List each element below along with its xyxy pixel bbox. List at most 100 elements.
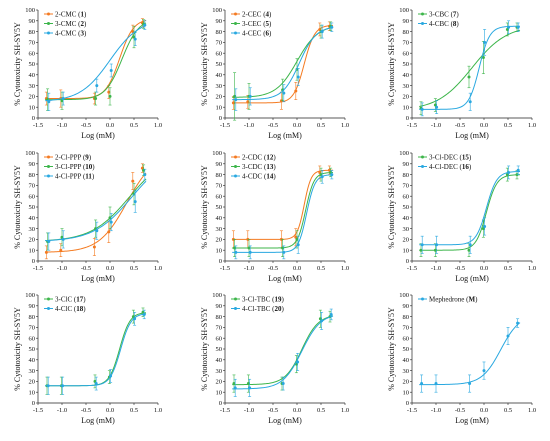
y-tick-label: 50 bbox=[403, 204, 410, 211]
data-point-13 bbox=[295, 237, 299, 241]
data-point-16 bbox=[420, 243, 424, 247]
data-point-13 bbox=[281, 246, 285, 250]
x-tick-label: -0.5 bbox=[81, 122, 91, 129]
y-tick-label: 30 bbox=[216, 226, 223, 233]
legend-marker bbox=[47, 22, 50, 25]
x-tick-label: 1.0 bbox=[341, 122, 349, 129]
y-tick-label: 40 bbox=[403, 215, 410, 222]
y-tick-label: 30 bbox=[216, 83, 223, 90]
x-tick-label: -0.5 bbox=[268, 407, 278, 414]
y-tick-label: 20 bbox=[29, 379, 36, 386]
data-point-4 bbox=[231, 101, 235, 105]
chart-panel-5: 0 10 20 30 40 50 60 70 80 90 100 -1.5 -1.0 -0.5 0.0 0.5… bbox=[200, 150, 349, 283]
data-point-M bbox=[506, 334, 510, 338]
data-point-16 bbox=[468, 243, 472, 247]
y-tick-label: 80 bbox=[29, 172, 36, 179]
y-tick-label: 70 bbox=[29, 40, 36, 47]
data-point-11 bbox=[61, 237, 65, 241]
y-tick-label: 40 bbox=[403, 357, 410, 364]
data-point-18 bbox=[61, 384, 65, 388]
legend-marker bbox=[234, 22, 237, 25]
data-point-18 bbox=[133, 317, 137, 321]
y-tick-label: 10 bbox=[29, 247, 36, 254]
y-tick-label: 10 bbox=[29, 389, 36, 396]
y-tick-label: 60 bbox=[403, 335, 410, 342]
x-tick-label: -0.5 bbox=[81, 265, 91, 272]
legend-entry: 4-CBC (8) bbox=[429, 20, 459, 28]
x-tick-label: -1.5 bbox=[33, 407, 43, 414]
y-tick-label: 60 bbox=[29, 335, 36, 342]
y-tick-label: 100 bbox=[399, 150, 409, 157]
legend-entry: 3-ClC (17) bbox=[55, 295, 86, 303]
x-tick-label: -1.5 bbox=[220, 407, 230, 414]
x-tick-label: 0.5 bbox=[504, 407, 512, 414]
y-tick-label: 100 bbox=[212, 7, 222, 14]
y-tick-label: 30 bbox=[403, 226, 410, 233]
data-point-11 bbox=[47, 240, 51, 244]
data-point-6 bbox=[296, 75, 300, 79]
y-axis-title: % Cytotoxicity SH-SY5Y bbox=[387, 22, 396, 106]
data-point-3 bbox=[109, 68, 113, 72]
legend-marker bbox=[47, 297, 50, 301]
chart-panel-9: 0 10 20 30 40 50 60 70 80 90 100 -1.5 -1.0 -0.5 0.0 0.5… bbox=[387, 292, 536, 425]
data-point-6 bbox=[282, 91, 286, 95]
data-point-11 bbox=[109, 220, 113, 224]
y-tick-label: 100 bbox=[25, 7, 35, 14]
x-tick-label: 1.0 bbox=[154, 122, 162, 129]
data-point-14 bbox=[320, 175, 324, 179]
data-point-16 bbox=[435, 243, 439, 247]
chart-panel-8: 0 10 20 30 40 50 60 70 80 90 100 -1.5 -1.0 -0.5 0.0 0.5… bbox=[200, 292, 349, 425]
fit-curve-8 bbox=[419, 25, 521, 110]
x-axis-title: Log (mM) bbox=[81, 416, 115, 425]
x-tick-label: 0.0 bbox=[106, 407, 114, 414]
data-point-M bbox=[468, 382, 472, 386]
legend-entry: 2-CEC (4) bbox=[242, 10, 272, 18]
y-tick-label: 60 bbox=[403, 193, 410, 200]
y-tick-label: 70 bbox=[403, 183, 410, 190]
y-tick-label: 100 bbox=[25, 150, 35, 157]
data-point-14 bbox=[234, 250, 238, 254]
legend-entry: 2-CMC (1) bbox=[55, 10, 87, 18]
y-tick-label: 50 bbox=[216, 61, 223, 68]
y-tick-label: 100 bbox=[25, 292, 35, 299]
legend-marker bbox=[47, 165, 50, 168]
y-tick-label: 80 bbox=[216, 172, 223, 179]
legend-entry: 4-Cl-DEC (16) bbox=[429, 163, 472, 171]
y-tick-label: 50 bbox=[29, 204, 36, 211]
y-tick-label: 0 bbox=[406, 258, 409, 265]
data-point-11 bbox=[95, 229, 99, 233]
y-tick-label: 80 bbox=[403, 314, 410, 321]
x-tick-label: 0.5 bbox=[504, 122, 512, 129]
legend-entry: 3-CEC (5) bbox=[242, 20, 272, 28]
y-tick-label: 40 bbox=[216, 357, 223, 364]
y-tick-label: 40 bbox=[29, 215, 36, 222]
y-tick-label: 0 bbox=[32, 400, 35, 407]
y-tick-label: 80 bbox=[29, 314, 36, 321]
fit-curve-6 bbox=[232, 26, 334, 101]
y-tick-label: 70 bbox=[216, 183, 223, 190]
x-axis-title: Log (mM) bbox=[455, 416, 489, 425]
y-tick-label: 10 bbox=[403, 104, 410, 111]
y-tick-label: 30 bbox=[403, 368, 410, 375]
data-point-14 bbox=[282, 250, 286, 254]
data-point-9 bbox=[59, 248, 63, 252]
y-tick-label: 80 bbox=[403, 29, 410, 36]
y-axis-title: % Cytotoxicity SH-SY5Y bbox=[200, 307, 209, 391]
y-tick-label: 60 bbox=[216, 335, 223, 342]
data-point-16 bbox=[507, 170, 511, 174]
y-tick-label: 80 bbox=[29, 29, 36, 36]
fit-curve-15 bbox=[419, 174, 521, 251]
y-tick-label: 10 bbox=[403, 247, 410, 254]
y-tick-label: 50 bbox=[216, 346, 223, 353]
y-tick-label: 20 bbox=[403, 379, 410, 386]
data-point-19 bbox=[232, 382, 236, 386]
x-axis-title: Log (mM) bbox=[81, 131, 115, 140]
data-point-20 bbox=[248, 386, 252, 390]
data-point-3 bbox=[143, 23, 147, 27]
y-tick-label: 10 bbox=[29, 104, 36, 111]
data-point-9 bbox=[44, 250, 48, 254]
y-tick-label: 90 bbox=[403, 161, 410, 168]
x-tick-label: -1.5 bbox=[407, 122, 417, 129]
y-axis-title: % Cytotoxicity SH-SY5Y bbox=[13, 22, 22, 106]
y-tick-label: 90 bbox=[29, 18, 36, 25]
